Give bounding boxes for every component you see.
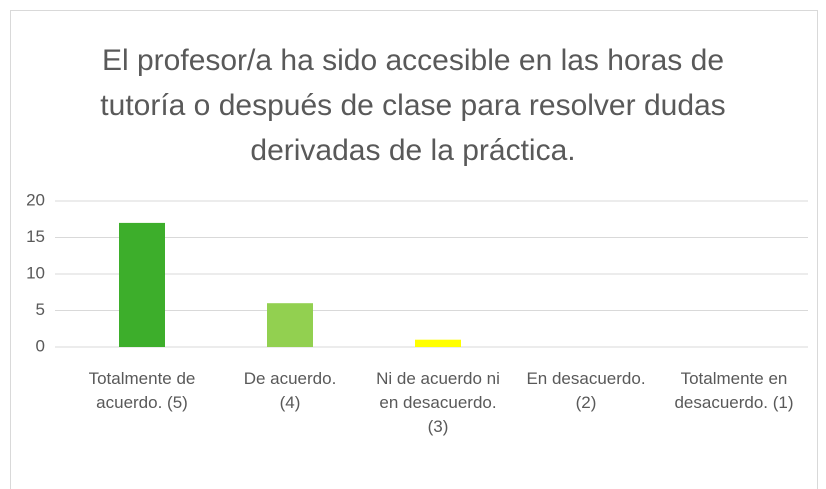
y-tick-label: 10 xyxy=(26,263,45,282)
x-tick-label: En desacuerdo. (2) xyxy=(526,369,646,412)
x-tick-label: De acuerdo. (4) xyxy=(243,369,337,412)
y-tick-label: 20 xyxy=(26,190,45,209)
x-tick-label: Ni de acuerdo ni en desacuerdo. (3) xyxy=(376,369,500,436)
chart-frame xyxy=(10,10,818,489)
chart-title: El profesor/a ha sido accesible en las h… xyxy=(100,44,726,167)
y-tick-label: 5 xyxy=(36,300,45,319)
y-tick-label: 15 xyxy=(26,227,45,246)
bar xyxy=(119,222,165,347)
bar xyxy=(415,339,461,347)
x-tick-label: Totalmente en desacuerdo. (1) xyxy=(674,369,794,412)
bar xyxy=(267,303,313,347)
y-tick-label: 0 xyxy=(36,336,45,355)
x-tick-label: Totalmente de acuerdo. (5) xyxy=(88,369,196,412)
